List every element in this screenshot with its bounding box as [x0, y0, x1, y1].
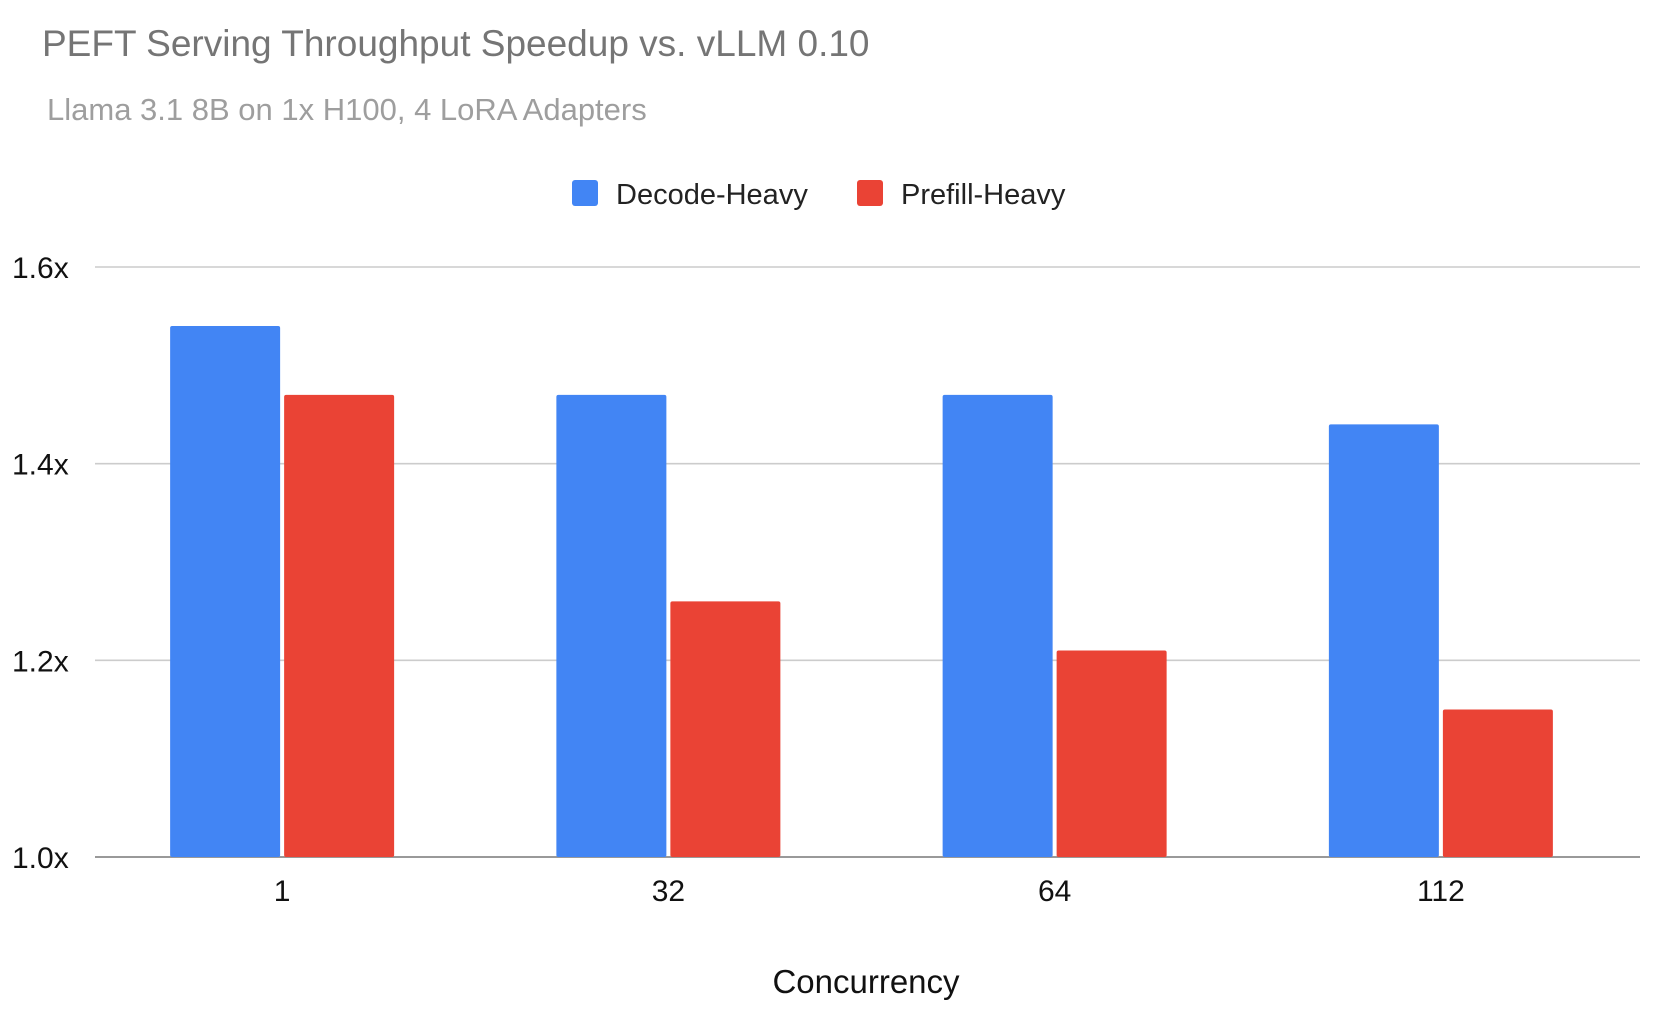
bar-decode-heavy-32 — [556, 394, 667, 857]
bar-decode-heavy-1 — [170, 326, 281, 857]
bars — [170, 326, 1553, 857]
bar-prefill-heavy-112 — [1442, 709, 1553, 857]
legend: Decode-Heavy Prefill-Heavy — [572, 179, 1066, 211]
legend-label-decode-heavy: Decode-Heavy — [616, 179, 808, 211]
bar-decode-heavy-112 — [1328, 424, 1439, 857]
legend-swatch-prefill-heavy — [857, 180, 883, 206]
chart-subtitle: Llama 3.1 8B on 1x H100, 4 LoRA Adapters — [47, 92, 647, 127]
x-tick-label: 1 — [274, 875, 291, 908]
x-axis-title: Concurrency — [772, 963, 960, 1000]
chart-title: PEFT Serving Throughput Speedup vs. vLLM… — [42, 23, 870, 64]
bar-prefill-heavy-64 — [1056, 650, 1167, 857]
bar-prefill-heavy-32 — [670, 601, 781, 857]
y-axis-ticks: 1.0x 1.2x 1.4x 1.6x — [12, 252, 69, 875]
legend-label-prefill-heavy: Prefill-Heavy — [901, 179, 1066, 211]
bar-prefill-heavy-1 — [284, 394, 395, 857]
y-tick-label: 1.4x — [12, 449, 69, 482]
y-tick-label: 1.2x — [12, 645, 69, 678]
x-tick-label: 64 — [1038, 875, 1071, 908]
x-axis-ticks: 1 32 64 112 — [274, 875, 1465, 908]
y-tick-label: 1.0x — [12, 842, 69, 875]
x-tick-label: 32 — [652, 875, 685, 908]
bar-decode-heavy-64 — [942, 394, 1053, 857]
legend-swatch-decode-heavy — [572, 180, 598, 206]
y-tick-label: 1.6x — [12, 252, 69, 285]
x-tick-label: 112 — [1417, 875, 1465, 908]
